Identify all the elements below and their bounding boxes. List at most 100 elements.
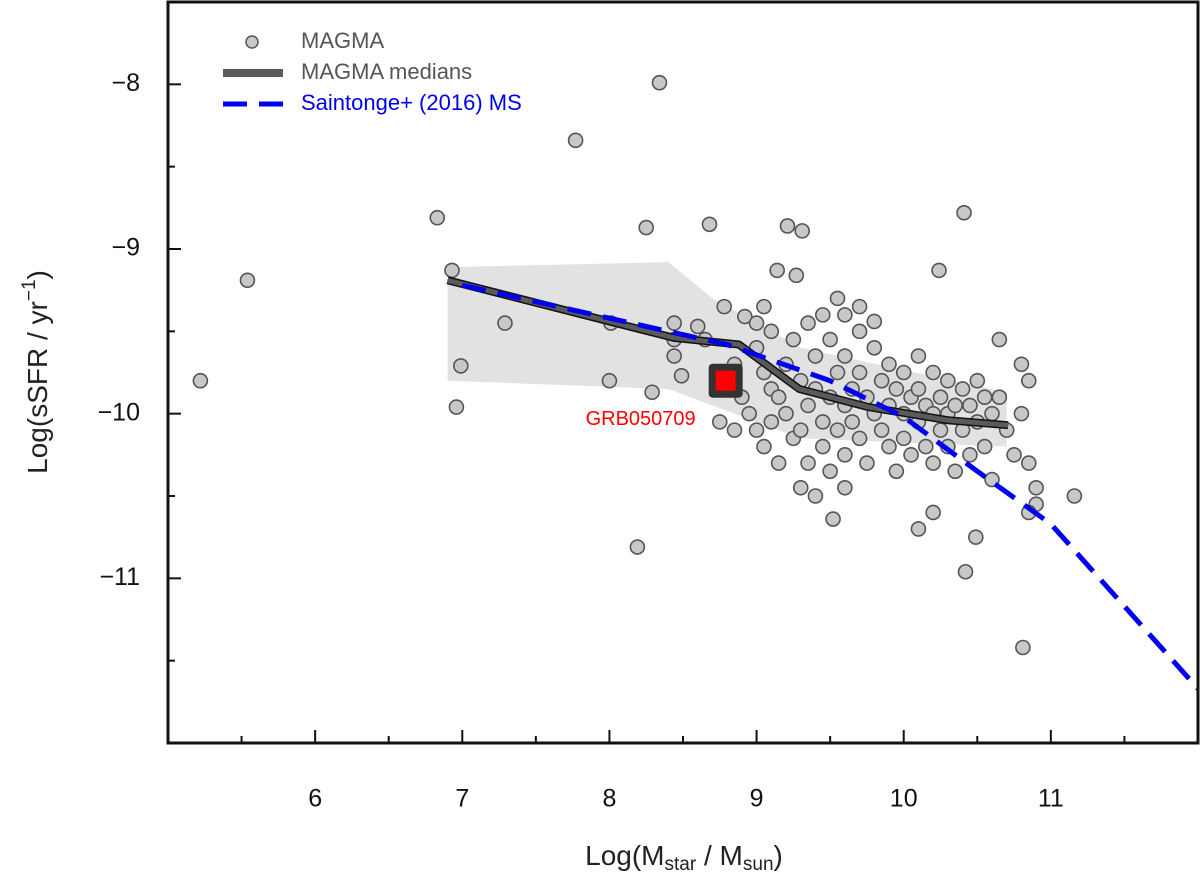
- data-point: [794, 223, 810, 239]
- data-point: [837, 447, 853, 463]
- data-point: [429, 209, 446, 226]
- data-point: [837, 348, 853, 364]
- data-point: [825, 511, 841, 527]
- y-label-sup: −1: [19, 279, 40, 301]
- data-point: [917, 438, 934, 455]
- x-label-sub: star: [665, 854, 697, 875]
- y-tick-label: −10: [98, 398, 140, 426]
- data-point: [769, 262, 785, 279]
- legend-label: MAGMA medians: [301, 59, 472, 84]
- data-point: [881, 356, 897, 373]
- data-point: [644, 384, 660, 401]
- x-tick-label: 11: [1038, 785, 1064, 813]
- data-point: [748, 422, 765, 438]
- data-point: [881, 438, 897, 455]
- data-point: [788, 267, 805, 284]
- data-point: [629, 539, 646, 555]
- data-point: [807, 348, 824, 364]
- x-tick-label: 10: [890, 785, 918, 813]
- data-point: [968, 529, 984, 545]
- data-point: [807, 488, 824, 504]
- data-point: [1020, 372, 1037, 389]
- data-point: [756, 438, 772, 455]
- data-point: [1066, 488, 1083, 504]
- data-point: [932, 389, 949, 406]
- legend-symbol: [245, 35, 259, 49]
- data-point: [895, 364, 912, 381]
- x-label-sub: sun: [743, 854, 774, 875]
- data-point: [976, 389, 993, 406]
- data-point: [1006, 447, 1022, 463]
- data-point: [711, 414, 728, 430]
- data-point: [239, 272, 256, 289]
- data-point: [932, 422, 949, 438]
- data-point: [770, 455, 787, 471]
- data-point: [792, 479, 809, 496]
- data-point: [851, 430, 868, 447]
- data-point: [962, 397, 978, 414]
- data-point: [792, 422, 809, 438]
- data-point: [763, 414, 780, 430]
- data-point: [701, 216, 718, 233]
- data-point: [873, 422, 890, 438]
- y-tick-label: −11: [99, 563, 140, 591]
- data-point: [666, 315, 682, 331]
- data-point: [800, 315, 816, 331]
- data-point: [1028, 479, 1044, 496]
- data-point: [814, 307, 831, 323]
- data-point: [925, 504, 941, 521]
- data-point: [1013, 356, 1030, 373]
- data-point: [716, 298, 733, 315]
- legend-label: Saintonge+ (2016) MS: [301, 90, 522, 115]
- data-point: [741, 405, 758, 422]
- data-point: [814, 414, 831, 430]
- x-label-part: ): [774, 840, 783, 871]
- data-point: [785, 331, 802, 348]
- data-point: [726, 422, 743, 438]
- data-point: [567, 132, 584, 149]
- data-point: [954, 381, 971, 397]
- data-point: [984, 405, 1000, 422]
- data-point: [689, 318, 706, 335]
- data-point: [778, 405, 794, 422]
- data-point: [736, 308, 753, 325]
- data-point: [822, 463, 838, 480]
- data-point: [770, 389, 787, 406]
- data-point: [962, 447, 978, 463]
- data-point: [800, 455, 816, 471]
- data-point: [1015, 639, 1031, 656]
- data-point: [448, 399, 465, 415]
- data-point: [829, 290, 846, 307]
- x-tick-label: 8: [602, 785, 616, 813]
- y-label-part: ): [22, 270, 53, 279]
- data-point: [925, 364, 941, 381]
- y-label-part: Log(sSFR / yr: [22, 301, 53, 474]
- data-point: [748, 315, 765, 331]
- data-point: [779, 218, 796, 234]
- data-point: [903, 447, 919, 463]
- median-line: [446, 277, 1009, 428]
- data-point: [851, 364, 868, 381]
- data-point: [822, 331, 838, 348]
- data-point: [829, 364, 846, 381]
- data-point: [444, 262, 460, 279]
- data-point: [873, 372, 890, 389]
- y-axis-label: Log(sSFR / yr−1): [19, 270, 53, 474]
- data-point: [895, 430, 912, 447]
- data-point: [910, 521, 927, 537]
- data-point: [931, 262, 947, 279]
- data-point: [497, 315, 513, 331]
- x-tick-label: 7: [455, 785, 469, 813]
- data-point: [844, 414, 861, 430]
- data-point: [957, 563, 974, 580]
- data-point: [925, 455, 941, 471]
- data-point: [673, 367, 690, 384]
- data-point: [192, 372, 209, 389]
- data-point: [651, 74, 668, 91]
- data-point: [910, 348, 927, 364]
- data-point: [984, 471, 1000, 488]
- ms-line: [461, 282, 1198, 691]
- x-axis-label: Log(Mstar / Msun): [585, 840, 783, 875]
- data-point: [956, 204, 972, 221]
- data-point: [991, 389, 1008, 406]
